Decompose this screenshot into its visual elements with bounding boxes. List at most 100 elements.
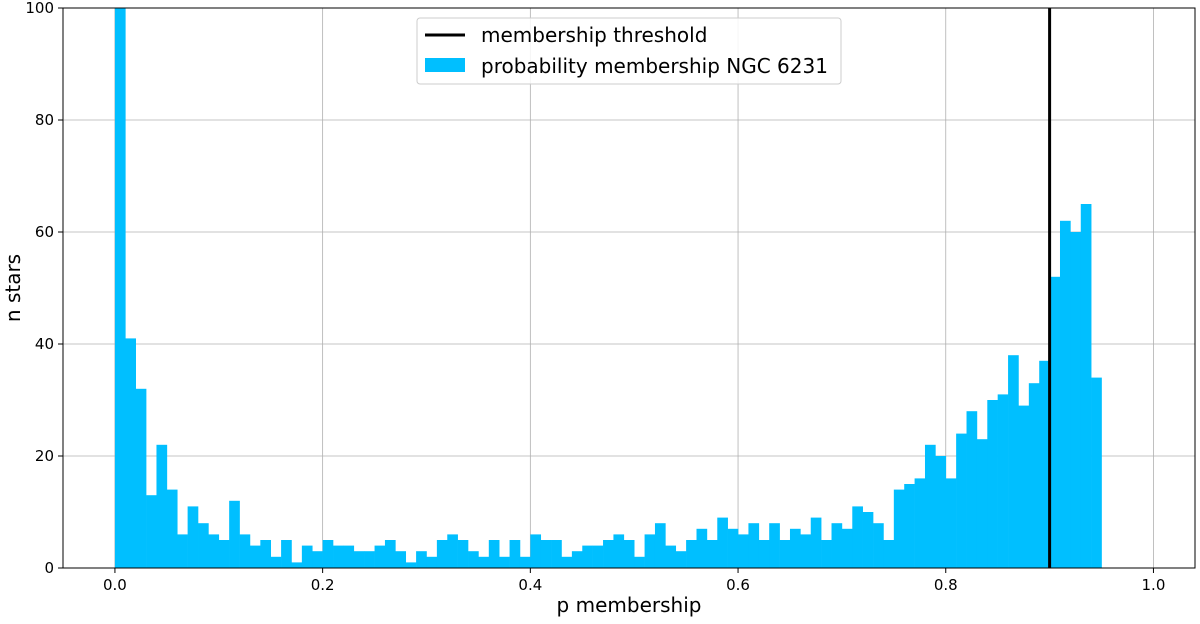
histogram-bar — [291, 562, 303, 568]
histogram-bar — [1039, 360, 1050, 568]
histogram-bar — [717, 517, 728, 568]
histogram-bar — [177, 534, 188, 568]
y-tick-label: 80 — [35, 111, 54, 129]
histogram-bar — [634, 556, 645, 568]
histogram-bar — [686, 540, 697, 568]
histogram-bar — [447, 534, 458, 568]
histogram-bar — [862, 512, 874, 568]
histogram-bar — [893, 489, 905, 568]
histogram-bar — [499, 556, 510, 568]
histogram-bar — [281, 540, 292, 568]
histogram-bar — [727, 528, 739, 568]
histogram-bars — [114, 8, 1102, 569]
histogram-bar — [1008, 355, 1019, 568]
histogram-bar — [1028, 383, 1040, 568]
histogram-bar — [540, 540, 552, 568]
histogram-bar — [644, 534, 656, 568]
histogram-bar — [249, 545, 261, 568]
histogram-bar — [654, 523, 666, 568]
histogram-bar — [166, 489, 178, 568]
histogram-bar — [665, 545, 677, 568]
histogram-bar — [789, 528, 801, 568]
legend-box — [416, 17, 842, 85]
histogram-bar — [468, 551, 479, 568]
histogram-bar — [603, 540, 614, 568]
y-tick-label: 100 — [25, 0, 54, 17]
histogram-bar — [758, 540, 770, 568]
histogram-bar — [343, 545, 355, 568]
histogram-bar — [738, 534, 749, 568]
histogram-bar — [592, 545, 604, 568]
x-tick-label: 0.4 — [518, 576, 542, 594]
histogram-bar — [478, 556, 490, 568]
histogram-bar — [229, 500, 240, 568]
histogram-bar — [187, 506, 199, 568]
histogram-bar — [509, 540, 521, 568]
histogram-bar — [675, 551, 687, 568]
histogram-bar — [1018, 405, 1030, 568]
histogram-bar — [914, 478, 926, 568]
histogram-bar — [883, 540, 895, 568]
histogram-bar — [997, 394, 1009, 568]
x-tick-label: 0.2 — [311, 576, 335, 594]
histogram-bar — [966, 411, 978, 568]
histogram-bar — [769, 523, 780, 568]
histogram-bar — [426, 556, 438, 568]
histogram-bar — [571, 551, 583, 568]
histogram-bar — [1080, 204, 1092, 568]
histogram-bar — [1070, 232, 1082, 568]
histogram-bar — [956, 433, 967, 568]
histogram-bar — [333, 545, 344, 568]
plot-frame — [62, 7, 1196, 569]
histogram-bar — [436, 540, 448, 568]
histogram-bar — [582, 545, 593, 568]
histogram-bar — [904, 484, 915, 568]
axis-ticks: 0.0 0.2 0.4 0.6 0.8 1.0 0 20 40 60 80 100 — [25, 0, 1165, 594]
histogram-bar — [374, 545, 386, 568]
histogram-bar — [1059, 220, 1071, 569]
histogram-bar — [852, 506, 863, 568]
histogram-bar — [198, 523, 209, 568]
histogram-bar — [779, 540, 791, 568]
histogram-bar — [1091, 377, 1102, 568]
histogram-bar — [457, 540, 469, 568]
y-axis-label: n stars — [1, 254, 25, 322]
histogram-bar — [405, 562, 417, 568]
x-axis-label: p membership — [557, 593, 702, 617]
y-tick-label: 60 — [35, 223, 54, 241]
histogram-bar — [322, 540, 334, 568]
histogram-bar — [301, 545, 313, 568]
histogram-bar — [519, 556, 531, 568]
histogram-bar — [364, 551, 375, 568]
histogram-bar — [613, 534, 625, 568]
histogram-bar — [260, 540, 272, 568]
histogram-bar — [488, 540, 500, 568]
histogram-bar — [218, 540, 230, 568]
histogram-bar — [135, 388, 147, 568]
histogram-bar — [395, 551, 407, 568]
histogram-bar — [353, 551, 365, 568]
y-tick-label: 40 — [35, 335, 54, 353]
histogram-bar — [561, 556, 573, 568]
histogram-bar — [156, 444, 168, 568]
histogram-bar — [208, 534, 220, 568]
x-tick-label: 0.8 — [934, 576, 958, 594]
histogram-bar — [239, 534, 251, 568]
histogram-bar — [800, 534, 812, 568]
histogram-bar — [384, 540, 396, 568]
histogram-bar — [530, 534, 542, 568]
histogram-bar — [935, 456, 947, 568]
histogram-bar — [416, 551, 427, 568]
histogram-bar — [551, 540, 562, 568]
y-tick-label: 0 — [44, 559, 54, 577]
histogram-bar — [146, 495, 157, 568]
histogram-bar — [125, 338, 136, 568]
histogram-bar — [114, 8, 126, 568]
histogram-bar — [810, 517, 822, 568]
histogram-bar — [1049, 276, 1061, 568]
legend-threshold-label: membership threshold — [481, 23, 707, 47]
legend-histogram-swatch — [425, 58, 465, 72]
histogram-bar — [987, 400, 998, 568]
histogram-bar — [873, 523, 884, 568]
